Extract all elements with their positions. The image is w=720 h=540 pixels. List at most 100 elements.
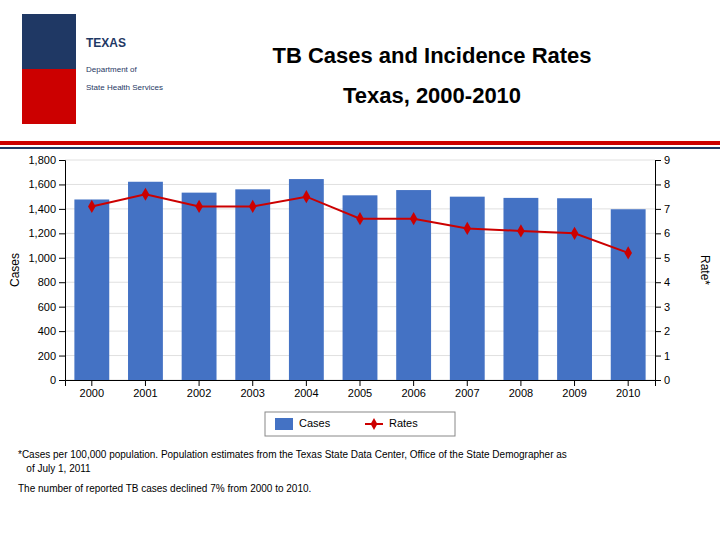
tick-mark [306, 380, 307, 386]
x-tick: 2003 [240, 380, 264, 399]
y-axis-tick: 1,000 [28, 252, 65, 264]
tick-mark [655, 307, 661, 308]
deco-line [0, 147, 720, 149]
x-tick-label: 2007 [455, 387, 479, 399]
marker [249, 200, 257, 213]
tick-mark [655, 356, 661, 357]
tick-mark [520, 380, 521, 386]
tick-mark [199, 380, 200, 386]
y2-axis-tick: 7 [655, 203, 670, 215]
tick-mark [655, 258, 661, 259]
footnote: of July 1, 2011 [18, 463, 91, 474]
marker [195, 200, 203, 213]
tick-mark [59, 307, 65, 308]
y2-axis-tick-label: 8 [664, 178, 670, 190]
bar [289, 179, 324, 380]
tick-mark [655, 160, 661, 161]
y-axis-tick: 1,600 [28, 178, 65, 190]
tick-mark [59, 380, 65, 381]
tick-mark [59, 356, 65, 357]
x-tick-label: 2009 [562, 387, 586, 399]
y2-axis-tick-label: 4 [664, 276, 670, 288]
bar [557, 198, 592, 380]
tick-mark [59, 209, 65, 210]
marker [142, 188, 150, 201]
x-tick-label: 2006 [401, 387, 425, 399]
y2-axis-tick-label: 6 [664, 227, 670, 239]
y-axis-tick-label: 0 [50, 374, 56, 386]
x-tick: 2008 [509, 380, 533, 399]
tick-mark [59, 184, 65, 185]
tick-mark [628, 380, 629, 386]
bar [235, 189, 270, 380]
marker [410, 212, 418, 225]
y-axis-tick: 600 [38, 301, 65, 313]
x-tick: 2000 [80, 380, 104, 399]
y-axis-tick: 400 [38, 325, 65, 337]
x-tick: 2002 [187, 380, 211, 399]
y2-axis-tick-label: 1 [664, 350, 670, 362]
y2-axis-tick: 8 [655, 178, 670, 190]
x-axis: 2000200120022003200420052006200720082009… [66, 380, 656, 399]
tick-mark [59, 160, 65, 161]
y-axis: 02004006008001,0001,2001,4001,6001,800 [28, 154, 65, 386]
marker [517, 224, 525, 237]
x-tick-label: 2010 [616, 387, 640, 399]
x-tick: 2004 [294, 380, 318, 399]
y-axis-tick: 800 [38, 276, 65, 288]
tick-mark [59, 331, 65, 332]
tick-mark [655, 233, 661, 234]
x-tick-label: 2002 [187, 387, 211, 399]
tick-mark [467, 380, 468, 386]
marks [74, 179, 645, 380]
y2-axis-tick: 5 [655, 252, 670, 264]
marker [463, 222, 471, 235]
marker [356, 212, 364, 225]
y-axis-tick: 1,400 [28, 203, 65, 215]
grid [65, 160, 655, 380]
tick-mark [91, 380, 92, 386]
tick-mark [655, 282, 661, 283]
y-axis-title: Cases [8, 253, 22, 287]
y2-axis-tick: 9 [655, 154, 670, 166]
legend: CasesRates [265, 412, 455, 436]
y2-axis-tick-label: 0 [664, 374, 670, 386]
tick-mark [360, 380, 361, 386]
tick-mark [413, 380, 414, 386]
y-axis-tick-label: 1,400 [28, 203, 56, 215]
x-tick: 2006 [401, 380, 425, 399]
axis-line [59, 161, 66, 381]
tick-mark [59, 258, 65, 259]
tick-mark [59, 282, 65, 283]
marker [624, 246, 632, 259]
tick-mark [145, 380, 146, 386]
x-tick-label: 2003 [240, 387, 264, 399]
tick-mark [655, 184, 661, 185]
axis-line [66, 381, 656, 387]
tick-mark [59, 233, 65, 234]
logo-text: Department of [86, 65, 137, 74]
y-axis-tick: 1,800 [28, 154, 65, 166]
logo-flag-bottom [22, 69, 76, 124]
y2-axis-tick: 4 [655, 276, 670, 288]
marker [303, 190, 311, 203]
y2-axis-tick-label: 2 [664, 325, 670, 337]
bar [503, 198, 538, 380]
y2-axis-tick: 1 [655, 350, 670, 362]
subtitle: Texas, 2000-2010 [343, 83, 521, 108]
legend-marker [371, 418, 378, 430]
y2-axis-tick-label: 3 [664, 301, 670, 313]
bar [128, 182, 163, 380]
x-tick: 2010 [616, 380, 640, 399]
y2-axis: 0 1 2 3 4 5 6 7 8 9 [655, 154, 670, 386]
y-axis-tick-label: 1,200 [28, 227, 56, 239]
y2-axis-tick: 0 [655, 374, 670, 386]
y-axis-tick-label: 600 [38, 301, 56, 313]
x-tick: 2001 [133, 380, 157, 399]
tick-mark [655, 380, 661, 381]
tick-mark [252, 380, 253, 386]
x-tick-label: 2000 [80, 387, 104, 399]
axis-line [656, 161, 662, 381]
y2-axis-tick-label: 7 [664, 203, 670, 215]
logo-flag-top [22, 14, 76, 69]
